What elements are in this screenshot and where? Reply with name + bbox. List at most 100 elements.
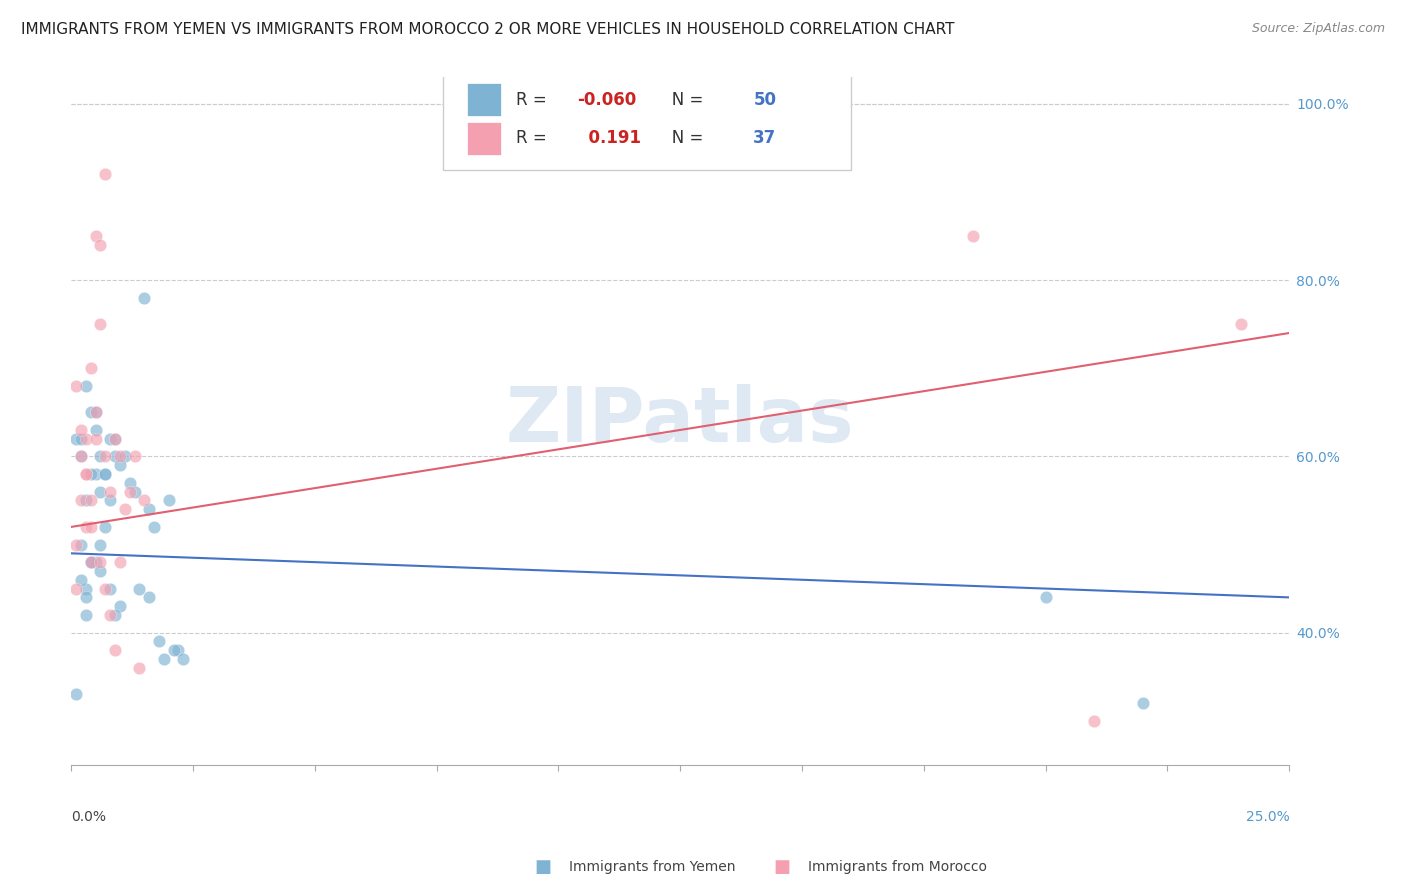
Text: Source: ZipAtlas.com: Source: ZipAtlas.com	[1251, 22, 1385, 36]
Point	[89, 484, 111, 499]
Point	[124, 450, 146, 464]
Point	[118, 484, 141, 499]
Text: R =: R =	[516, 91, 551, 109]
FancyBboxPatch shape	[443, 70, 851, 170]
Point	[157, 493, 180, 508]
Point	[98, 432, 121, 446]
Point	[962, 229, 984, 244]
Text: N =: N =	[655, 91, 709, 109]
Text: 25.0%: 25.0%	[1246, 810, 1289, 823]
Text: R =: R =	[516, 129, 551, 147]
Text: -0.060: -0.060	[576, 91, 636, 109]
Text: 0.0%: 0.0%	[72, 810, 107, 823]
Point	[1229, 317, 1251, 331]
Point	[89, 564, 111, 578]
Point	[80, 555, 103, 569]
Point	[98, 582, 121, 596]
Point	[75, 467, 97, 481]
Point	[1083, 714, 1105, 728]
Point	[75, 467, 97, 481]
Point	[124, 484, 146, 499]
Text: ■: ■	[773, 858, 790, 876]
Point	[162, 643, 184, 657]
Point	[153, 652, 176, 666]
Point	[80, 493, 103, 508]
Point	[70, 493, 93, 508]
Point	[70, 537, 93, 551]
FancyBboxPatch shape	[467, 84, 501, 116]
Point	[94, 467, 117, 481]
Point	[94, 167, 117, 181]
Text: N =: N =	[655, 129, 709, 147]
Point	[75, 591, 97, 605]
Point	[65, 432, 87, 446]
Point	[94, 582, 117, 596]
Point	[80, 520, 103, 534]
Point	[104, 643, 127, 657]
Text: 0.191: 0.191	[576, 129, 641, 147]
Text: Immigrants from Yemen: Immigrants from Yemen	[569, 860, 735, 874]
Point	[108, 458, 131, 473]
Point	[128, 582, 150, 596]
Point	[94, 520, 117, 534]
Point	[80, 405, 103, 419]
Point	[104, 432, 127, 446]
Point	[167, 643, 190, 657]
Point	[89, 450, 111, 464]
Point	[89, 238, 111, 252]
Point	[89, 555, 111, 569]
Point	[84, 405, 107, 419]
Point	[134, 291, 156, 305]
Point	[75, 582, 97, 596]
Point	[108, 599, 131, 614]
Point	[138, 591, 160, 605]
Point	[128, 661, 150, 675]
Text: Immigrants from Morocco: Immigrants from Morocco	[808, 860, 987, 874]
Point	[84, 423, 107, 437]
Point	[98, 493, 121, 508]
Point	[75, 379, 97, 393]
Point	[65, 537, 87, 551]
Point	[70, 450, 93, 464]
Text: IMMIGRANTS FROM YEMEN VS IMMIGRANTS FROM MOROCCO 2 OR MORE VEHICLES IN HOUSEHOLD: IMMIGRANTS FROM YEMEN VS IMMIGRANTS FROM…	[21, 22, 955, 37]
Point	[80, 555, 103, 569]
Text: 50: 50	[754, 91, 776, 109]
Point	[104, 607, 127, 622]
Point	[114, 450, 136, 464]
Point	[84, 229, 107, 244]
Point	[143, 520, 166, 534]
Text: 37: 37	[754, 129, 776, 147]
Point	[108, 450, 131, 464]
Point	[75, 607, 97, 622]
Point	[172, 652, 194, 666]
Point	[89, 317, 111, 331]
Point	[148, 634, 170, 648]
FancyBboxPatch shape	[467, 122, 501, 155]
Point	[84, 555, 107, 569]
Point	[118, 475, 141, 490]
Point	[65, 379, 87, 393]
Point	[70, 432, 93, 446]
Point	[89, 537, 111, 551]
Point	[70, 423, 93, 437]
Point	[104, 432, 127, 446]
Point	[104, 450, 127, 464]
Point	[80, 361, 103, 376]
Point	[80, 555, 103, 569]
Point	[108, 555, 131, 569]
Point	[65, 582, 87, 596]
Point	[114, 502, 136, 516]
Text: ZIPatlas: ZIPatlas	[506, 384, 855, 458]
Point	[75, 432, 97, 446]
Point	[65, 687, 87, 701]
Point	[138, 502, 160, 516]
Point	[70, 450, 93, 464]
Point	[98, 484, 121, 499]
Point	[84, 432, 107, 446]
Point	[80, 467, 103, 481]
Point	[1132, 696, 1154, 710]
Point	[94, 450, 117, 464]
Point	[84, 467, 107, 481]
Point	[75, 520, 97, 534]
Point	[134, 493, 156, 508]
